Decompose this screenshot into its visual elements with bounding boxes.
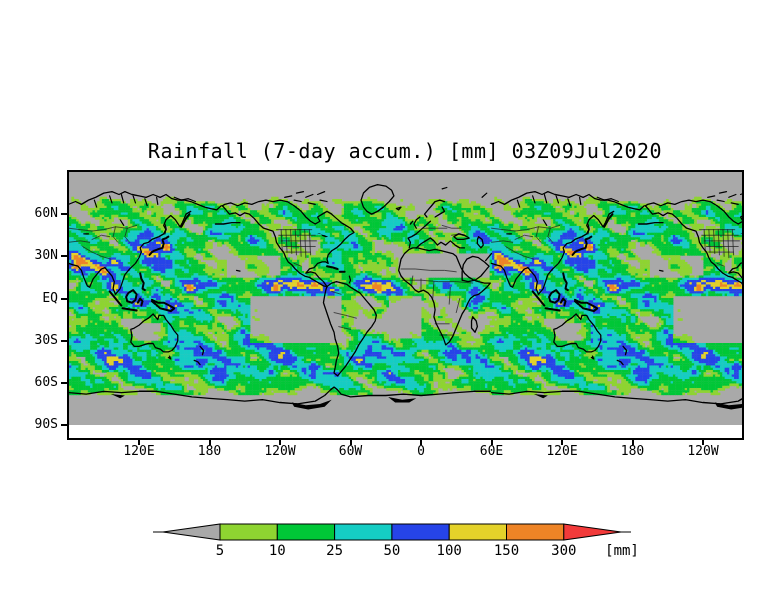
x-axis-tick-label: 60E	[479, 444, 504, 459]
colorbar-unit-label: [mm]	[605, 543, 639, 559]
y-axis-tick-mark	[61, 339, 68, 342]
x-axis-tick-label: 120E	[546, 444, 578, 459]
x-axis-tick-mark	[561, 440, 563, 445]
y-axis-tick-mark	[61, 424, 68, 427]
colorbar-tick-label: 25	[326, 543, 344, 559]
plot-title: Rainfall (7-day accum.) [mm] 03Z09Jul202…	[147, 139, 663, 163]
colorbar-left-arrow	[162, 523, 221, 541]
y-axis-tick-label: 60S	[34, 375, 58, 390]
colorbar-tick-label: 150	[493, 543, 520, 559]
x-axis-tick-label: 180	[197, 444, 222, 459]
colorbar-segment	[448, 523, 508, 541]
map-frame	[67, 170, 744, 440]
colorbar-tick-label: 5	[215, 543, 225, 559]
x-axis-tick-mark	[702, 440, 704, 445]
y-axis-tick-label: 60N	[34, 206, 58, 221]
x-axis-tick-label: 0	[417, 444, 425, 459]
colorbar-tick-label: 100	[436, 543, 462, 559]
y-axis-tick-label: 30N	[34, 248, 58, 264]
x-axis-tick-mark	[138, 440, 140, 445]
y-axis-tick-mark	[61, 382, 68, 384]
x-axis-tick-label: 120W	[264, 444, 296, 459]
y-axis-tick-mark	[61, 297, 68, 300]
x-axis-tick-label: 120W	[687, 444, 719, 459]
y-axis-tick-mark	[61, 213, 68, 215]
colorbar-right-arrow	[563, 523, 622, 541]
world-rainfall-map-canvas	[69, 172, 742, 425]
x-axis-tick-label: 120E	[123, 444, 155, 459]
y-axis-tick-label: 90S	[34, 417, 58, 433]
colorbar-tick-label: 50	[383, 543, 401, 559]
colorbar-scale	[153, 523, 631, 541]
x-axis-tick-mark	[349, 440, 352, 445]
x-axis-tick-mark	[420, 440, 422, 445]
colorbar-segment	[506, 523, 565, 541]
colorbar-segment	[391, 523, 450, 541]
colorbar-segment	[276, 523, 336, 541]
y-axis-tick-label: EQ	[42, 290, 58, 306]
y-axis-tick-mark	[61, 255, 68, 258]
x-axis-tick-mark	[279, 440, 281, 445]
x-axis-tick-mark	[631, 440, 634, 445]
colorbar-segment	[219, 523, 278, 541]
colorbar-tick-label: 10	[268, 543, 286, 559]
x-axis-tick-label: 180	[620, 444, 645, 459]
x-axis-tick-label: 60W	[338, 444, 363, 459]
x-axis-tick-mark	[208, 440, 211, 445]
x-axis-tick-mark	[490, 440, 493, 445]
colorbar-tick-label: 300	[551, 543, 577, 559]
y-axis-tick-label: 30S	[34, 332, 58, 348]
colorbar-segment	[334, 523, 393, 541]
